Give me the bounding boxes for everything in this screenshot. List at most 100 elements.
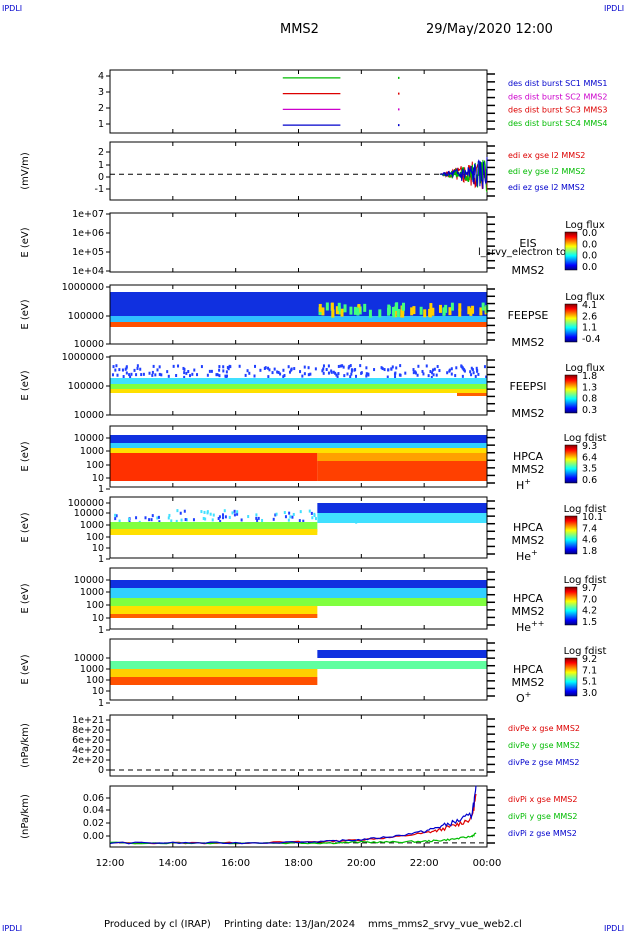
feepsi-scatter-cell [267, 375, 270, 379]
y-tick-label: 10 [92, 543, 104, 554]
colorbar-tick-label: -0.4 [582, 334, 601, 345]
feepsi-scatter-cell [301, 374, 304, 378]
legend-entry: des dist burst SC1 MMS1 [508, 79, 607, 88]
colorbar-tick-label: 1.3 [582, 382, 597, 393]
feepsi-scatter-cell [471, 368, 474, 372]
feepsi-scatter-cell [348, 365, 351, 369]
hpca-he-scatter-cell [148, 518, 151, 522]
hpca-he-scatter-cell [183, 509, 186, 513]
colorbar-tick-label: 7.1 [582, 665, 597, 676]
y-axis-label: (nPa/km) [20, 723, 31, 768]
feepsi-scatter-cell [322, 371, 325, 375]
feepsi-scatter-cell [339, 364, 342, 368]
feepsi-scatter-cell [346, 372, 349, 376]
feepsi-scatter-cell [122, 375, 125, 379]
feepsi-scatter-cell [273, 367, 276, 371]
species-label: He++ [516, 619, 544, 634]
hpca-he-band-cyan-late [317, 513, 487, 523]
feepsi-scatter-cell [271, 371, 274, 375]
hpca-he-scatter-cell [127, 517, 130, 521]
hpca-he-scatter-cell [233, 509, 236, 513]
feepsi-scatter-cell [386, 375, 389, 379]
feepsi-scatter-cell [188, 374, 191, 378]
colorbar-title: Log flux [565, 292, 605, 303]
feepsi-scatter-cell [431, 371, 434, 375]
feepse-flux-cell [428, 308, 432, 317]
feepsi-scatter-cell [183, 371, 186, 375]
panel-divpi: 0.060.04 0.02 0.00 (nPa/km) divPi x gse MMS2… [20, 785, 577, 848]
feepsi-band-cyan [110, 378, 487, 388]
feepsi-scatter-cell [283, 374, 286, 378]
feepse-flux-cell [431, 307, 435, 316]
feepsi-scatter-cell [433, 367, 436, 371]
corner-label-bottom-left: IPDLI [2, 924, 23, 933]
hpca-h-band-cyan [110, 443, 487, 448]
panel-frame [109, 785, 488, 848]
feepsi-scatter-cell [321, 369, 324, 373]
y-tick-label: 10 [92, 686, 104, 697]
hpca-he-scatter-cell [314, 517, 317, 521]
feepsi-scatter-cell [417, 364, 420, 368]
feepsi-scatter-cell [474, 374, 477, 378]
feepsi-scatter-cell [112, 365, 115, 369]
y-tick-label: 1 [98, 698, 104, 709]
hpca-he-scatter-cell [310, 511, 313, 515]
y-axis-label: E (eV) [20, 299, 31, 329]
hpca-he-scatter-cell [231, 511, 234, 515]
feepsi-scatter-cell [477, 372, 480, 376]
species-charge: + [531, 548, 538, 557]
feepse-flux-cell [353, 306, 357, 315]
feepsi-scatter-cell [430, 375, 433, 379]
spacecraft-label: MMS2 [512, 336, 545, 349]
time-tick-label: 18:00 [284, 858, 313, 869]
feepsi-scatter-cell [422, 372, 425, 376]
feepsi-scatter-cell [196, 373, 199, 377]
y-tick-label: 1e+07 [72, 209, 104, 220]
time-tick-label: 16:00 [221, 858, 250, 869]
colorbar-tick-label: 0.3 [582, 405, 597, 416]
overlap-text: l_srvy_electron tof [478, 247, 570, 258]
feepsi-scatter-cell [225, 374, 228, 378]
y-tick-label: 0.04 [83, 805, 104, 816]
hpca-o-band-green [110, 661, 487, 669]
feepsi-scatter-cell [399, 364, 402, 368]
y-tick-label: 3 [98, 87, 104, 98]
legend-entry: des dist burst SC3 MMS3 [508, 106, 607, 115]
hpca-he-scatter-cell [299, 510, 302, 514]
colorbar [564, 374, 578, 414]
feepsi-scatter-cell [367, 373, 370, 377]
hpca-hepp-band-blue [110, 580, 487, 588]
hpca-he-band-blue-late [317, 503, 487, 513]
feepsi-scatter-cell [114, 368, 117, 372]
feepsi-scatter-cell [156, 368, 159, 372]
hpca-he-scatter-cell [274, 513, 277, 517]
feepse-flux-cell [479, 307, 483, 316]
feepsi-scatter-cell [334, 371, 337, 375]
instrument-label: HPCA [513, 450, 544, 463]
feepsi-scatter-cell [218, 368, 221, 372]
feepsi-scatter-cell [246, 369, 249, 373]
y-tick-label: 100 [86, 532, 104, 543]
hpca-he-scatter-cell [158, 520, 161, 524]
header-date-time: 29/May/2020 12:00 [426, 22, 553, 37]
y-tick-label: 4 [98, 71, 104, 82]
feepsi-scatter-cell [218, 374, 221, 378]
feepsi-scatter-cell [360, 371, 363, 375]
spacecraft-label: MMS2 [512, 463, 545, 476]
feepsi-scatter-cell [475, 366, 478, 370]
feepse-flux-cell [396, 308, 400, 317]
colorbar [564, 586, 578, 626]
species-charge: ++ [531, 619, 544, 628]
feepsi-scatter-cell [435, 373, 438, 377]
hpca-he-scatter-cell [170, 519, 173, 523]
feepse-flux-cell [321, 307, 325, 316]
y-tick-label: 0 [98, 765, 104, 776]
feepsi-scatter-cell [158, 372, 161, 376]
hpca-he-scatter-cell [284, 515, 287, 519]
hpca-h-core-red [110, 453, 318, 481]
y-tick-label: 0.02 [83, 818, 104, 829]
colorbar-tick-label: 2.6 [582, 311, 597, 322]
y-axis-label: E (eV) [20, 370, 31, 400]
feepsi-scatter-cell [293, 367, 296, 371]
